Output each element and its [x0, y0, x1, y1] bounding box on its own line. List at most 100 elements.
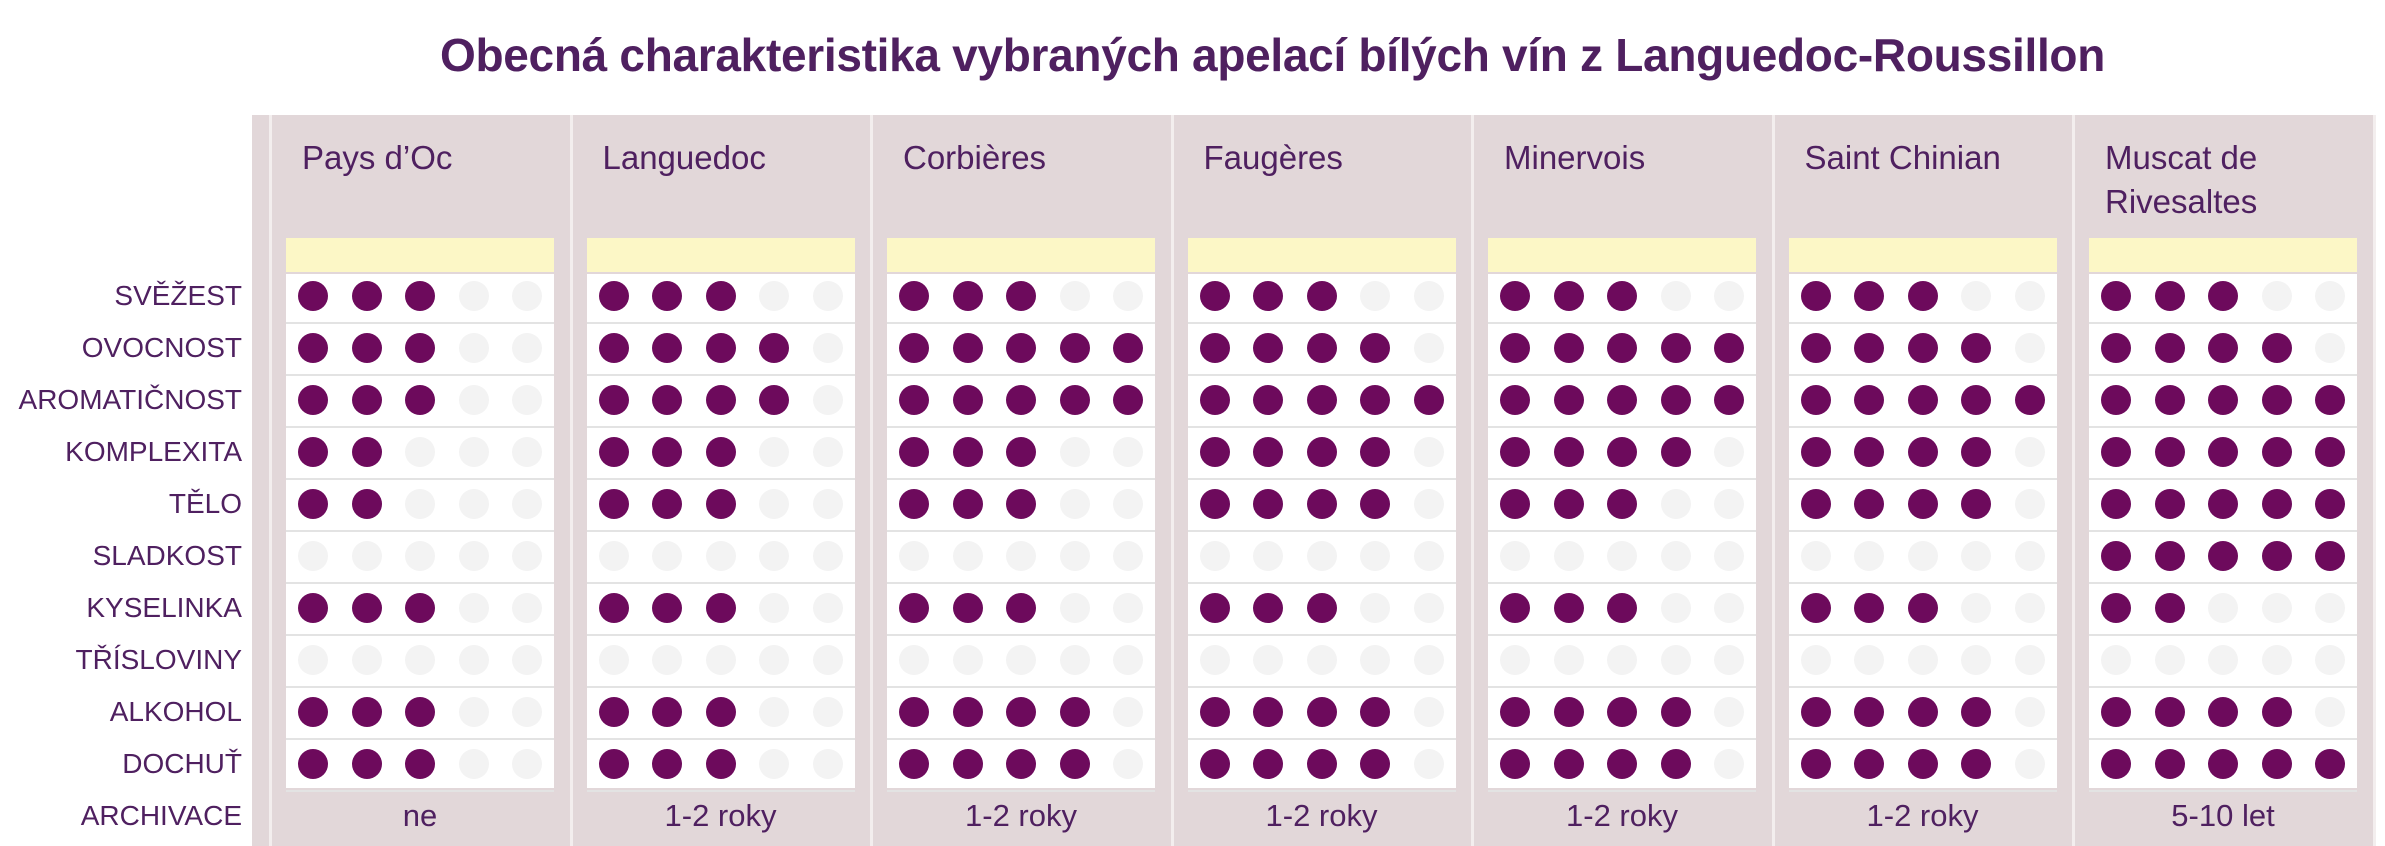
rating-dot-filled [1253, 281, 1283, 311]
rating-dot-empty [1714, 437, 1744, 467]
column-header: Saint Chinian [1804, 139, 2001, 176]
rating-dot-filled [1059, 385, 1090, 415]
rating-dot-filled [351, 437, 382, 467]
column-divider [2072, 115, 2075, 846]
rating-dot-filled [1199, 437, 1230, 467]
header-strip [1187, 238, 1456, 272]
rating-dot-filled [1553, 333, 1584, 363]
rating-dot-empty [812, 489, 843, 519]
rating-dot-filled [1199, 593, 1230, 623]
rating-dot-filled [2315, 541, 2345, 571]
rating-dot-filled [1907, 333, 1938, 363]
rating-dot-empty [1413, 593, 1444, 623]
row-separator [1187, 478, 1456, 480]
rating-dot-empty [652, 645, 682, 675]
rating-dot-empty [1413, 645, 1444, 675]
row-separator [1488, 322, 1756, 324]
rating-dot-filled [2154, 437, 2185, 467]
archive-value: 1-2 roky [965, 798, 1077, 833]
rating-dot-filled [652, 697, 682, 727]
row-separator [1187, 634, 1456, 636]
row-separator [2089, 374, 2357, 376]
rating-dot-empty [1199, 541, 1230, 571]
rating-dot-filled [2208, 333, 2238, 363]
column-header: Minervois [1504, 139, 1646, 176]
rating-dot-empty [1360, 593, 1390, 623]
rating-dot-empty [2154, 645, 2185, 675]
rating-dot-filled [705, 749, 736, 779]
row-separator [286, 634, 554, 636]
rating-dot-filled [1553, 697, 1584, 727]
rating-dot-empty [1360, 645, 1390, 675]
row-separator [1187, 374, 1456, 376]
rating-dot-empty [1854, 645, 1884, 675]
rating-dot-filled [1961, 697, 1991, 727]
rating-dot-filled [2154, 697, 2185, 727]
rating-dot-filled [298, 697, 328, 727]
rating-dot-empty [598, 541, 629, 571]
rating-dot-filled [351, 281, 382, 311]
row-separator [1788, 582, 2057, 584]
row-label: ALKOHOL [109, 696, 242, 727]
rating-dot-filled [2315, 489, 2345, 519]
rating-dot-filled [351, 333, 382, 363]
rating-dot-filled [2208, 749, 2238, 779]
rating-dot-filled [298, 437, 328, 467]
rating-dot-filled [598, 697, 629, 727]
rating-dot-empty [1413, 749, 1444, 779]
rating-dot-empty [1714, 541, 1744, 571]
rating-dot-filled [2101, 281, 2131, 311]
rating-dot-filled [1854, 749, 1884, 779]
rating-dot-filled [1607, 333, 1637, 363]
header-strip [586, 238, 855, 272]
rating-dot-empty [1113, 749, 1143, 779]
rating-dot-empty [298, 541, 328, 571]
rating-dot-filled [1306, 749, 1337, 779]
rating-dot-empty [2014, 437, 2045, 467]
rating-dot-filled [1500, 437, 1530, 467]
row-separator [2089, 530, 2357, 532]
row-separator [586, 322, 855, 324]
rating-dot-filled [1360, 697, 1390, 727]
rating-dot-filled [298, 489, 328, 519]
rating-dot-empty [759, 593, 789, 623]
rating-dot-filled [1360, 437, 1390, 467]
row-separator [286, 374, 554, 376]
rating-dot-empty [1113, 281, 1143, 311]
rating-dot-empty [1714, 489, 1744, 519]
rating-dot-filled [1854, 697, 1884, 727]
rating-dot-filled [1006, 593, 1036, 623]
rating-dot-empty [1253, 645, 1283, 675]
rating-dot-filled [1854, 489, 1884, 519]
rating-dot-filled [899, 697, 929, 727]
rating-dot-filled [1113, 333, 1143, 363]
row-separator [586, 374, 855, 376]
column-divider [269, 115, 272, 846]
rating-dot-empty [405, 437, 435, 467]
rating-dot-empty [1907, 541, 1938, 571]
rating-dot-filled [1306, 489, 1337, 519]
rating-dot-filled [1553, 593, 1584, 623]
rating-dot-filled [1854, 437, 1884, 467]
rating-dot-filled [899, 749, 929, 779]
rating-dot-empty [458, 437, 489, 467]
row-separator [2089, 738, 2357, 740]
rating-dot-filled [1800, 593, 1831, 623]
rating-dot-filled [1360, 749, 1390, 779]
rating-dot-filled [652, 385, 682, 415]
row-label: KYSELINKA [86, 592, 242, 623]
rating-dot-empty [1413, 437, 1444, 467]
rating-dot-filled [2261, 749, 2292, 779]
rating-dot-empty [1306, 541, 1337, 571]
rating-dot-empty [1413, 489, 1444, 519]
archive-value: 1-2 roky [1265, 798, 1378, 833]
rating-dot-filled [1199, 697, 1230, 727]
row-label: KOMPLEXITA [65, 436, 242, 467]
row-separator [1788, 738, 2057, 740]
rating-dot-empty [351, 541, 382, 571]
rating-dot-filled [1553, 489, 1584, 519]
rating-dot-filled [1800, 437, 1831, 467]
rating-dot-filled [1199, 385, 1230, 415]
row-separator [586, 686, 855, 688]
rating-dot-filled [899, 333, 929, 363]
